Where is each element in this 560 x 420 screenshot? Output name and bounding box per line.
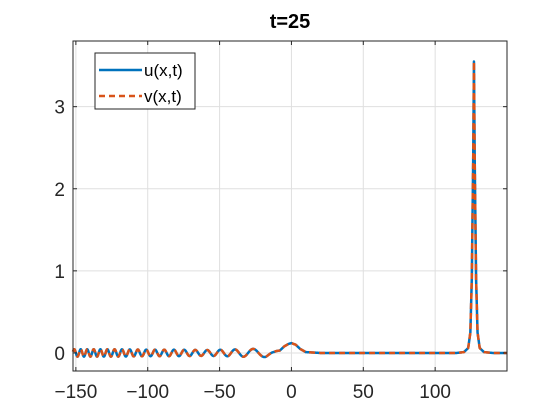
x-tick-label: −50: [203, 382, 235, 403]
legend-label-u: u(x,t): [144, 61, 183, 80]
ticks: [73, 41, 507, 371]
x-tick-label: −100: [126, 382, 169, 403]
chart-title: t=25: [270, 11, 311, 33]
x-tick-label: −150: [54, 382, 97, 403]
series-line-v: [71, 60, 508, 359]
y-tick-label: 2: [54, 180, 65, 201]
series-layer: [71, 60, 508, 359]
y-tick-label: 1: [54, 262, 65, 283]
y-tick-label: 3: [54, 98, 65, 119]
x-tick-label: 100: [419, 382, 451, 403]
tick-labels: −150 −100 −50 0 50 100 0 1 2 3: [54, 98, 451, 403]
legend: u(x,t) v(x,t): [94, 52, 196, 110]
x-tick-label: 50: [353, 382, 374, 403]
axes-box: [72, 40, 508, 372]
legend-label-v: v(x,t): [144, 87, 182, 106]
x-tick-label: 0: [286, 382, 297, 403]
legend-box: [94, 52, 196, 110]
y-tick-label: 0: [54, 344, 65, 365]
